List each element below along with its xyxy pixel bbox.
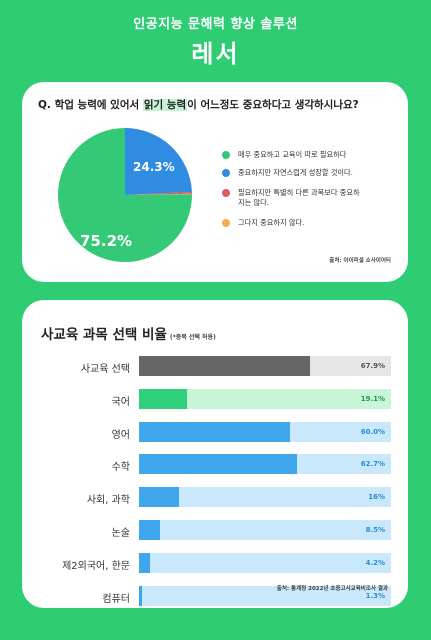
bar [139,552,150,573]
pie-slice [125,193,192,195]
bar-title-note: (*중복 선택 허용) [169,334,216,341]
bar-track: 60.0% [139,421,391,442]
question-prefix: Q. 학업 능력에 있어서 [38,99,143,111]
bar-row: 논술 8.5% [22,520,408,540]
legend-dot [222,169,230,177]
pie-label-small: 24.3% [133,160,175,174]
legend-label: 중요하지만 자연스럽게 성장할 것이다. [238,168,353,177]
header-subtitle: 인공지능 문해력 향상 솔루션 [133,17,298,32]
bar-chart-title: 사교육 과목 선택 비율 (*중복 선택 허용) [41,323,216,343]
brand-logo: 레서 [191,40,240,68]
bar-category-label: 컴퓨터 [102,593,130,605]
survey-question: Q. 학업 능력에 있어서 읽기 능력이 어느정도 중요하다고 생각하시나요? [38,97,398,112]
legend-item: 중요하지만 자연스럽게 성장할 것이다. [222,168,353,178]
bar [139,421,291,442]
bar-row: 제2외국어, 한문 4.2% [22,552,408,573]
legend-item: 매우 중요하고 교육이 따로 필요하다 [222,150,346,160]
legend-dot [222,219,230,227]
question-suffix: 이 어느정도 중요하다고 생각하시나요? [187,99,359,111]
bar-source: 출처: 통계청 2022년 초중고사교육비조사 결과 [276,586,388,592]
bar-track: 4.2% [139,552,391,573]
bar [139,520,161,540]
survey-card: Q. 학업 능력에 있어서 읽기 능력이 어느정도 중요하다고 생각하시나요? … [22,82,408,282]
legend-dot [222,189,230,197]
bar-track: 16% [139,487,391,508]
bar-category-label: 수학 [111,462,130,474]
legend-label: 매우 중요하고 교육이 따로 필요하다 [238,150,347,159]
pie-slice [125,128,192,195]
bar-track: 1.3% [139,585,391,606]
bar-value-label: 19.1% [360,394,385,403]
bar [139,585,143,606]
bar [139,454,297,475]
bar-track: 67.9% [139,356,391,376]
bar-card: 사교육 과목 선택 비율 (*중복 선택 허용) 사교육 선택 67.9% 국어 19.… [22,300,408,608]
legend-dot [222,151,230,159]
bar-track: 8.5% [139,520,391,540]
legend-label: 그다지 중요하지 않다. [238,218,305,227]
bar-value-label: 60.0% [360,427,385,436]
bar [139,388,188,409]
pie-chart: 75.2% 24.3% [58,128,192,262]
bar [139,487,180,508]
bar-title-text: 사교육 과목 선택 비율 [41,327,167,343]
bar-track: 19.1% [139,388,391,409]
bar-category-label: 사교육 선택 [80,364,130,375]
question-highlight: 읽기 능력 [142,99,188,111]
survey-source: 출처: 아이피셜 소사이어티 [329,258,391,264]
bar-row: 영어 60.0% [22,421,408,442]
bar-row: 컴퓨터 1.3% [22,585,408,606]
bar-value-label: 16% [368,493,385,502]
legend-item: 필요하지만 특별히 다른 과목보다 중요하지는 않다. [222,188,362,208]
bar-category-label: 제2외국어, 한문 [62,560,130,572]
bar-category-label: 영어 [111,429,130,441]
pie-slice [125,192,192,195]
bar-category-label: 사회, 과학 [86,495,130,507]
pie-slice [58,128,192,262]
bar-row: 수학 62.7% [22,454,408,475]
bar-value-label: 62.7% [360,460,385,469]
bar [139,356,311,376]
header: 인공지능 문해력 향상 솔루션 레서 [0,0,431,80]
bar-category-label: 국어 [111,396,130,408]
bar-row: 국어 19.1% [22,388,408,409]
legend-item: 그다지 중요하지 않다. [222,218,304,228]
bar-category-label: 논술 [111,528,130,539]
bar-row: 사회, 과학 16% [22,487,408,508]
bar-value-label: 1.3% [365,591,385,600]
bar-value-label: 8.5% [365,526,385,534]
pie-label-large: 75.2% [80,232,132,250]
bar-value-label: 4.2% [365,558,385,567]
legend-label: 필요하지만 특별히 다른 과목보다 중요하지는 않다. [238,188,360,207]
bar-value-label: 67.9% [360,362,385,370]
bar-row: 사교육 선택 67.9% [22,356,408,376]
bar-track: 62.7% [139,454,391,475]
